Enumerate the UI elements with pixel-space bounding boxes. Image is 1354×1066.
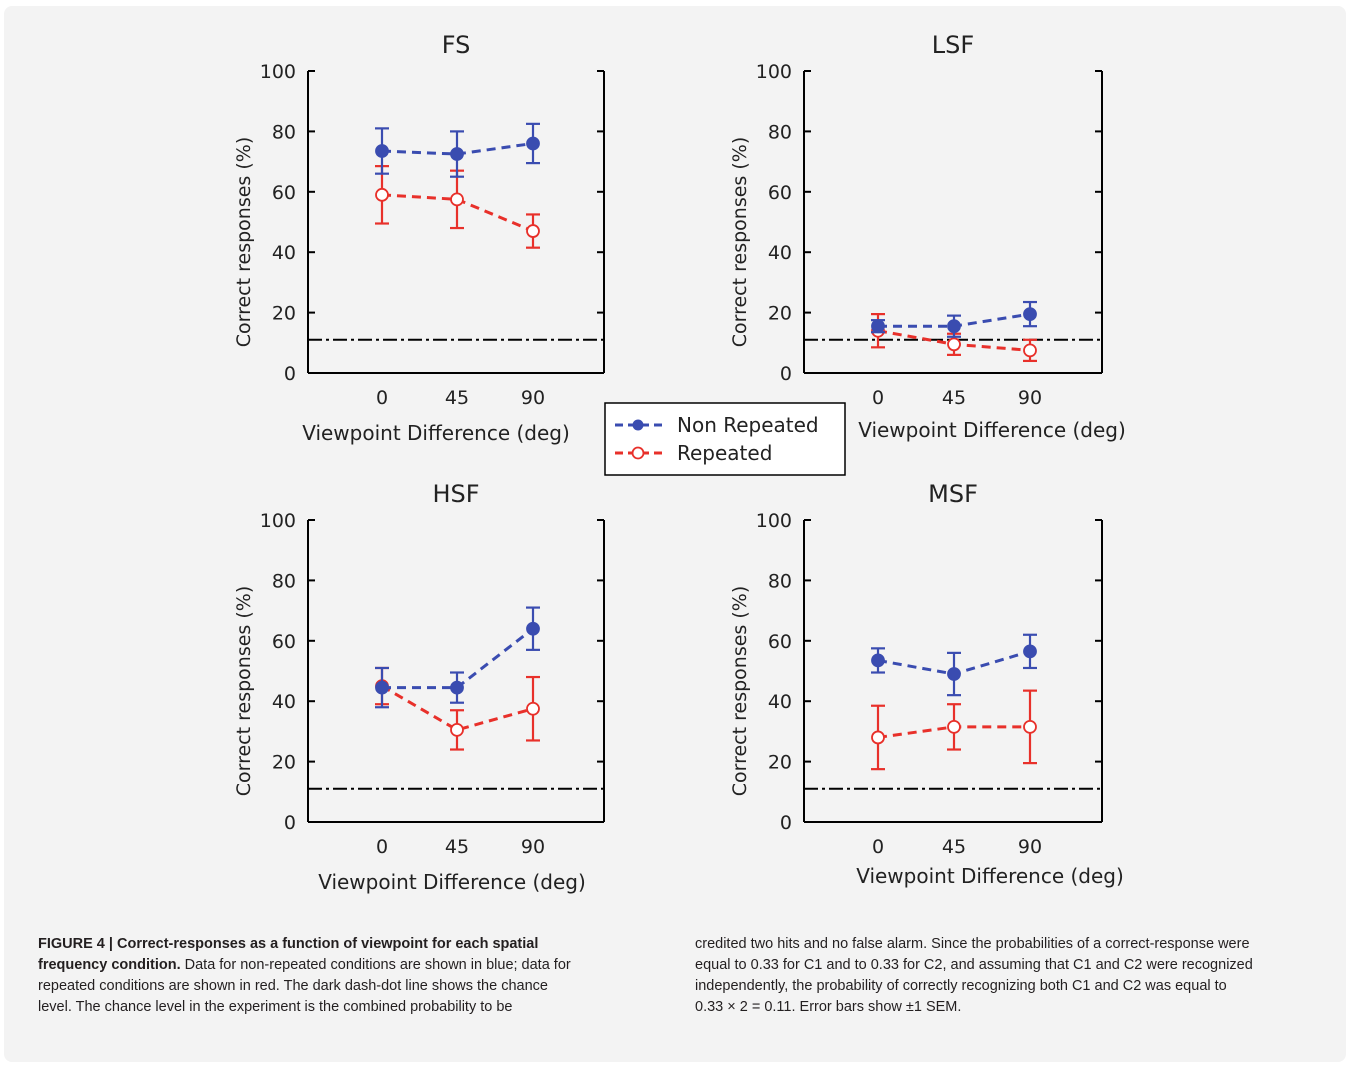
series-non-repeated — [871, 300, 1037, 338]
chart-title-msf: MSF — [928, 480, 978, 508]
y-tick-label: 100 — [756, 510, 792, 532]
data-point-non-repeated — [450, 680, 464, 695]
legend-label-non-repeated: Non Repeated — [677, 413, 819, 437]
data-point-repeated — [871, 730, 885, 745]
data-point-repeated — [947, 719, 961, 734]
data-point-non-repeated — [375, 144, 389, 158]
data-point-non-repeated — [526, 621, 540, 636]
caption-right-column: credited two hits and no false alarm. Si… — [695, 936, 1253, 1015]
legend-marker-repeated — [631, 446, 645, 460]
y-axis-label: Correct responses (%) — [233, 586, 255, 797]
data-point-repeated — [375, 187, 389, 202]
series-non-repeated — [375, 606, 540, 709]
data-point-non-repeated — [947, 667, 961, 681]
x-axis-label: Viewpoint Difference (deg) — [856, 864, 1124, 888]
y-tick-label: 20 — [272, 303, 296, 325]
data-point-repeated — [450, 722, 464, 737]
y-tick-label: 60 — [768, 631, 792, 653]
x-tick-label: 90 — [1018, 836, 1042, 858]
chart-title-lsf: LSF — [932, 31, 974, 59]
series-repeated — [871, 689, 1037, 771]
x-axis-label: Viewpoint Difference (deg) — [302, 421, 570, 445]
y-tick-label: 0 — [284, 363, 296, 385]
y-axis-label: Correct responses (%) — [233, 137, 255, 348]
y-tick-label: 40 — [272, 691, 296, 713]
y-tick-label: 0 — [284, 812, 296, 834]
chart-title-fs: FS — [442, 31, 471, 59]
y-tick-label: 0 — [780, 363, 792, 385]
chart-title-hsf: HSF — [432, 480, 479, 508]
data-point-repeated — [526, 224, 540, 238]
x-tick-label: 90 — [521, 836, 545, 858]
x-tick-label: 0 — [376, 387, 388, 409]
data-point-non-repeated — [871, 319, 885, 334]
chart-fs: FS 0 20 40 60 80 100 0 45 90 Viewpoint Difference … — [233, 31, 605, 445]
chart-msf: MSF 0 20 40 60 80 100 0 45 90 Viewpoint Difference… — [729, 480, 1124, 888]
data-point-non-repeated — [450, 147, 464, 161]
x-tick-label: 90 — [1018, 387, 1042, 409]
legend-marker-non-repeated — [632, 419, 644, 431]
x-tick-label: 90 — [521, 387, 545, 409]
x-tick-label: 45 — [445, 836, 469, 858]
data-point-repeated — [1023, 719, 1037, 734]
data-point-repeated — [947, 337, 961, 352]
x-tick-label: 0 — [872, 387, 884, 409]
data-point-non-repeated — [871, 653, 885, 668]
data-point-non-repeated — [375, 680, 389, 695]
data-point-repeated — [450, 192, 464, 207]
chart-lsf: LSF 0 20 40 60 80 100 0 45 90 Viewpoint Difference… — [729, 31, 1126, 442]
y-axis-label: Correct responses (%) — [729, 586, 751, 797]
series-non-repeated — [375, 122, 540, 178]
y-tick-label: 40 — [768, 691, 792, 713]
y-tick-label: 60 — [768, 182, 792, 204]
data-point-repeated — [1023, 343, 1037, 358]
figure-panel — [4, 6, 1346, 1062]
data-point-non-repeated — [1023, 644, 1037, 659]
series-line-repeated — [381, 684, 534, 732]
series-non-repeated — [871, 633, 1037, 697]
data-point-non-repeated — [1023, 307, 1037, 322]
y-tick-label: 20 — [272, 752, 296, 774]
y-tick-label: 0 — [780, 812, 792, 834]
caption-left-text: Data for non-repeated conditions are sho… — [38, 957, 571, 1015]
data-point-non-repeated — [947, 319, 961, 334]
caption-heading: FIGURE 4 | Correct-responses as a functi… — [38, 936, 539, 973]
x-axis-label: Viewpoint Difference (deg) — [858, 418, 1126, 442]
y-axis-label: Correct responses (%) — [729, 137, 751, 348]
data-point-repeated — [526, 701, 540, 716]
y-tick-label: 20 — [768, 752, 792, 774]
x-axis-label: Viewpoint Difference (deg) — [318, 870, 586, 894]
legend: Non Repeated Repeated — [604, 402, 846, 476]
y-tick-label: 40 — [272, 242, 296, 264]
y-tick-label: 80 — [768, 570, 792, 592]
y-tick-label: 20 — [768, 303, 792, 325]
legend-box — [604, 402, 846, 476]
figure-4-charts: FS 0 20 40 60 80 100 0 45 90 Viewpoint Difference … — [233, 31, 1126, 894]
y-tick-label: 100 — [260, 61, 296, 83]
x-tick-label: 0 — [376, 836, 388, 858]
y-tick-label: 60 — [272, 182, 296, 204]
x-tick-label: 45 — [942, 836, 966, 858]
x-tick-label: 45 — [445, 387, 469, 409]
caption-left-column: FIGURE 4 | Correct-responses as a functi… — [38, 934, 583, 1018]
y-tick-label: 80 — [272, 121, 296, 143]
y-tick-label: 100 — [756, 61, 792, 83]
y-tick-label: 60 — [272, 631, 296, 653]
series-repeated — [375, 165, 540, 249]
x-tick-label: 0 — [872, 836, 884, 858]
y-tick-label: 100 — [260, 510, 296, 532]
x-tick-label: 45 — [942, 387, 966, 409]
y-tick-label: 80 — [768, 121, 792, 143]
y-tick-label: 40 — [768, 242, 792, 264]
chart-hsf: HSF 0 20 40 60 80 100 0 45 90 Viewpoint Difference… — [233, 480, 605, 894]
data-point-non-repeated — [526, 136, 540, 151]
y-tick-label: 80 — [272, 570, 296, 592]
legend-label-repeated: Repeated — [677, 441, 772, 465]
